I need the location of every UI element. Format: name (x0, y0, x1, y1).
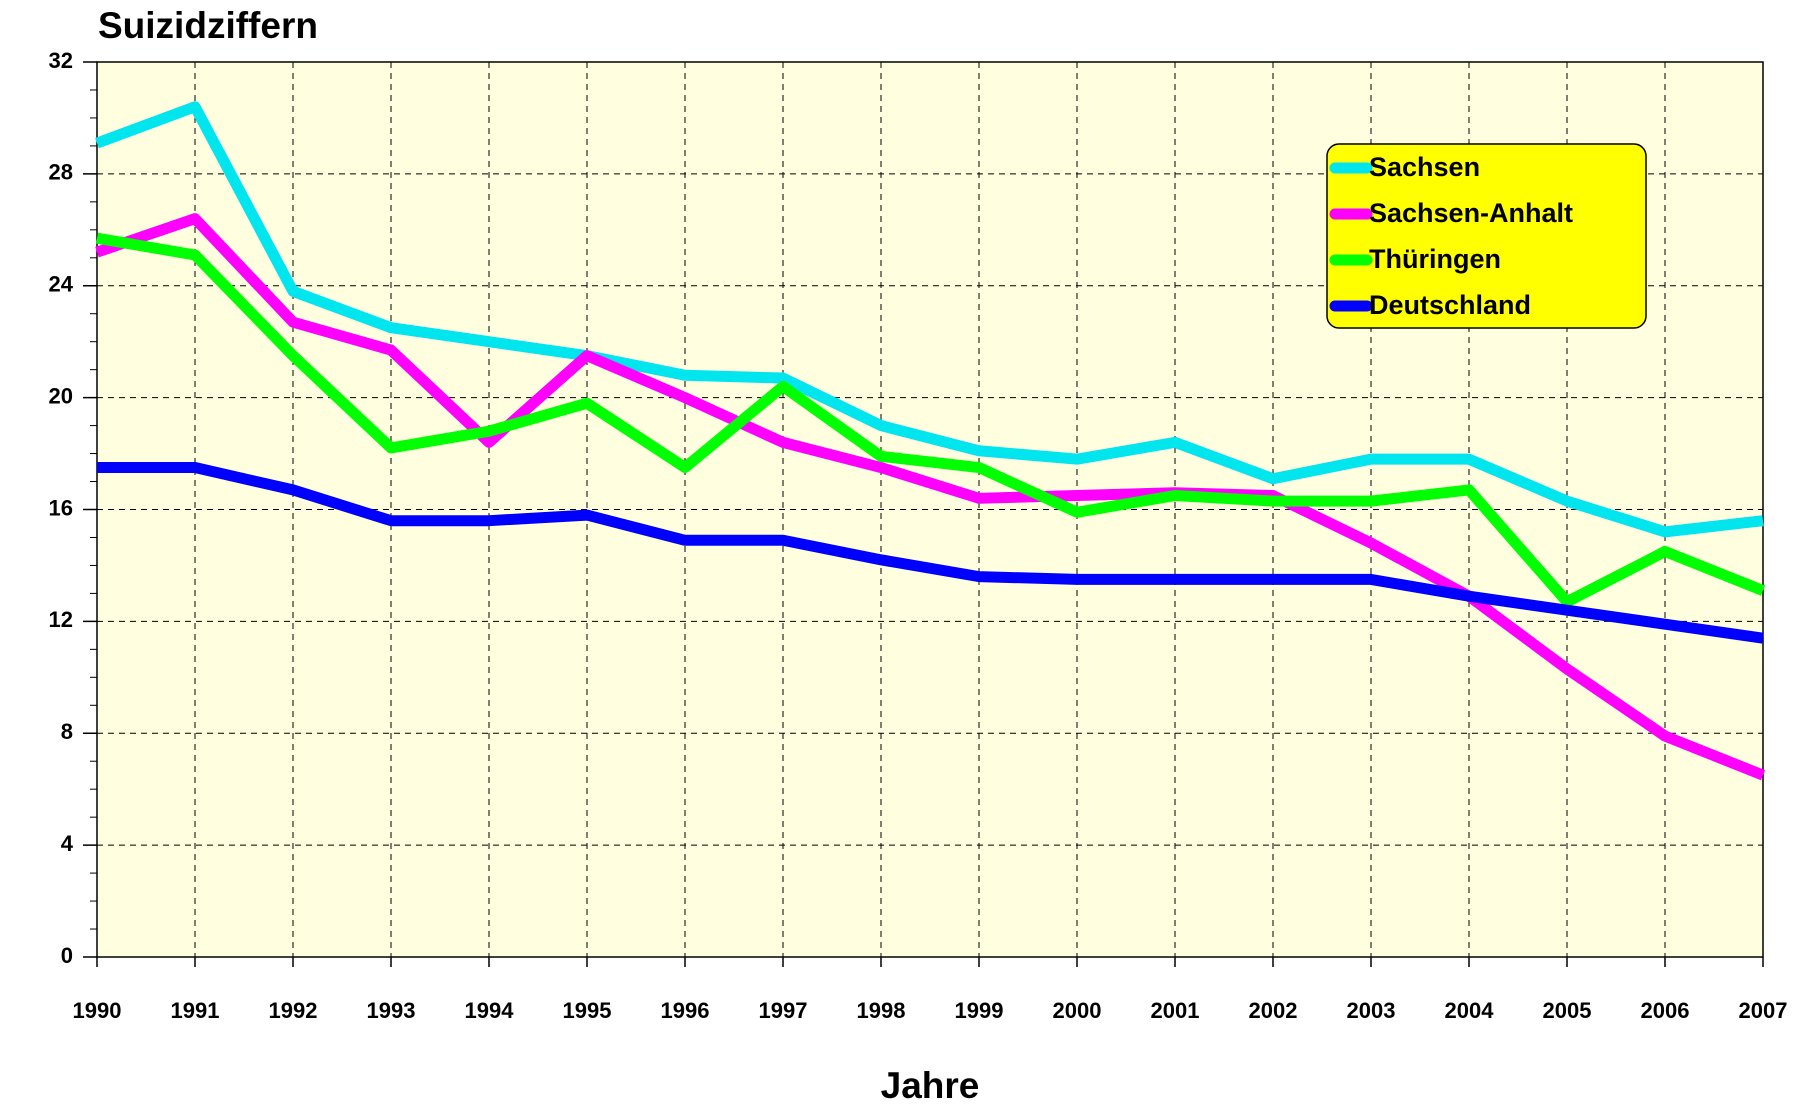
legend-label: Deutschland (1369, 290, 1531, 320)
x-tick-label: 2007 (1739, 998, 1788, 1023)
y-tick-label: 32 (49, 48, 73, 73)
x-tick-label: 1997 (759, 998, 808, 1023)
x-tick-label: 2006 (1641, 998, 1690, 1023)
series-line (97, 462, 1764, 644)
x-tick-label: 2001 (1151, 998, 1200, 1023)
x-tick-label: 1999 (955, 998, 1004, 1023)
y-tick-label: 20 (49, 383, 73, 408)
x-tick-label: 2000 (1053, 998, 1102, 1023)
x-tick-label: 1992 (269, 998, 318, 1023)
x-tick-label: 1998 (857, 998, 906, 1023)
y-tick-label: 4 (61, 831, 74, 856)
series-line (95, 213, 1766, 781)
x-tick-label: 1994 (465, 998, 515, 1023)
legend-box (1326, 143, 1647, 329)
chart-title: Suizidziffern (98, 5, 318, 46)
y-tick-label: 12 (49, 607, 73, 632)
x-tick-label: 1993 (367, 998, 416, 1023)
x-tick-label: 1990 (73, 998, 122, 1023)
legend-label: Sachsen (1369, 152, 1480, 182)
y-tick-label: 24 (49, 272, 74, 297)
legend-label: Sachsen-Anhalt (1369, 198, 1573, 228)
x-tick-label: 2003 (1347, 998, 1396, 1023)
series-line (96, 232, 1766, 608)
x-tick-label: 1995 (563, 998, 612, 1023)
legend-label: Thüringen (1369, 244, 1501, 274)
y-tick-label: 0 (61, 943, 73, 968)
x-tick-label: 2002 (1249, 998, 1298, 1023)
y-tick-label: 28 (49, 160, 73, 185)
plot-border (96, 61, 1764, 958)
y-tick-label: 16 (49, 495, 73, 520)
series-line (95, 101, 1764, 538)
x-tick-label: 2004 (1445, 998, 1495, 1023)
x-tick-label: 2005 (1543, 998, 1592, 1023)
y-tick-label: 8 (61, 719, 73, 744)
x-tick-label: 1991 (171, 998, 220, 1023)
x-axis-label: Jahre (881, 1065, 980, 1106)
legend: Sachsen Sachsen-Anhalt Thüringen Deutschlan… (1326, 143, 1647, 329)
x-tick-label: 1996 (661, 998, 710, 1023)
